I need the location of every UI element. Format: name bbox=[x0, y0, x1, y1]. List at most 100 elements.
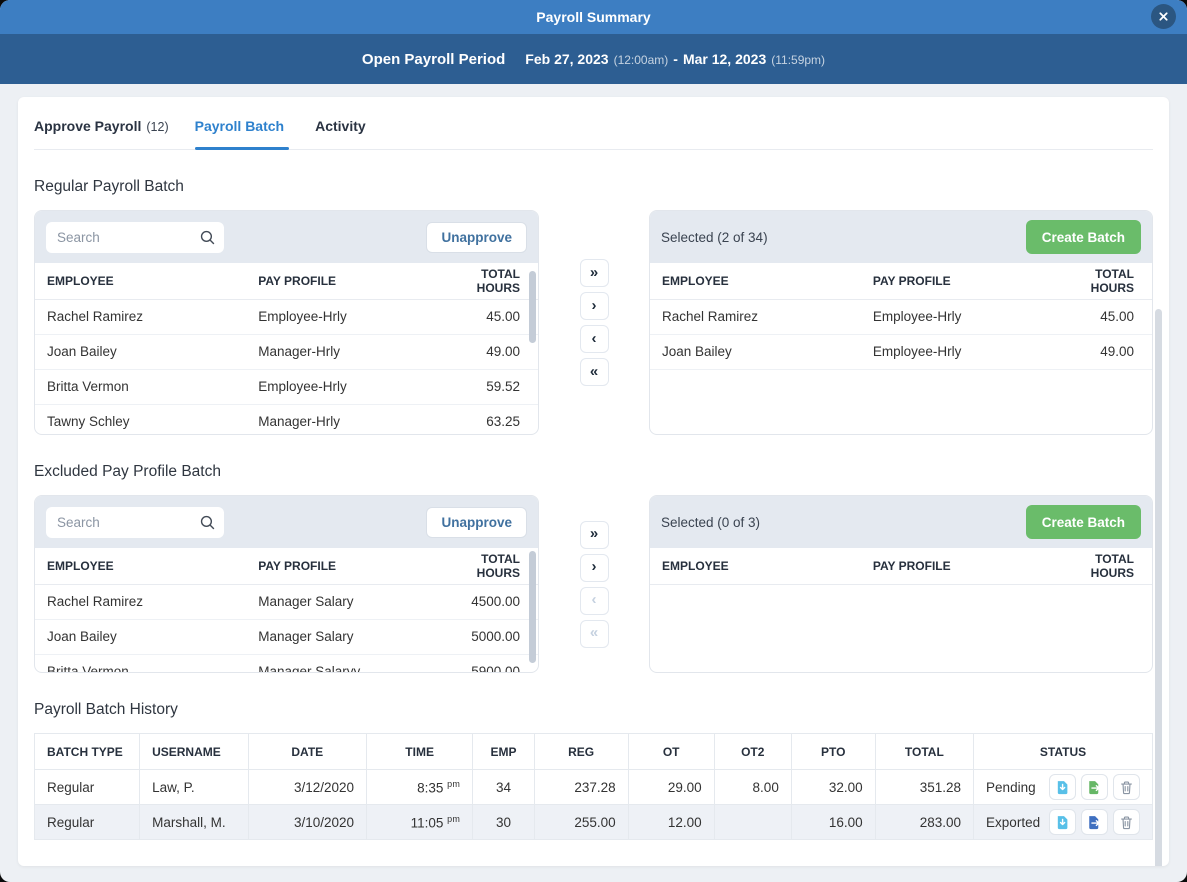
table-row[interactable]: Britta Vermon Employee-Hrly 59.52 bbox=[35, 369, 538, 404]
table-row[interactable]: Rachel Ramirez Employee-Hrly 45.00 bbox=[35, 299, 538, 334]
panel-toolbar: Selected (2 of 34) Create Batch bbox=[650, 211, 1152, 263]
column-header-ot: OT bbox=[628, 734, 714, 770]
table-row[interactable]: Joan Bailey Manager Salary 5000.00 bbox=[35, 619, 538, 654]
unapprove-button[interactable]: Unapprove bbox=[426, 507, 527, 538]
column-header-employee: EMPLOYEE bbox=[650, 263, 861, 299]
export-file-button[interactable] bbox=[1081, 809, 1108, 835]
scrollbar-thumb[interactable] bbox=[529, 271, 536, 343]
ot-hours-cell: 29.00 bbox=[628, 770, 714, 805]
tab-approve-payroll[interactable]: Approve Payroll (12) bbox=[34, 118, 169, 149]
table-row[interactable]: Tawny Schley Manager-Hrly 63.25 bbox=[35, 404, 538, 435]
tab-label: Activity bbox=[315, 118, 366, 134]
search-input[interactable] bbox=[46, 507, 224, 538]
regular-available-panel: Unapprove EMPLOYEE PAY PROFILE TOTAL HOU… bbox=[34, 210, 539, 435]
scrollbar-thumb[interactable] bbox=[529, 551, 536, 663]
column-header-employee: EMPLOYEE bbox=[35, 263, 246, 299]
table-row[interactable]: Rachel Ramirez Employee-Hrly 45.00 bbox=[650, 299, 1152, 334]
export-file-icon bbox=[1087, 815, 1102, 830]
employee-cell: Joan Bailey bbox=[35, 619, 246, 654]
create-batch-button[interactable]: Create Batch bbox=[1026, 220, 1141, 254]
close-button[interactable] bbox=[1151, 4, 1176, 29]
employee-cell: Rachel Ramirez bbox=[35, 584, 246, 619]
create-batch-button[interactable]: Create Batch bbox=[1026, 505, 1141, 539]
column-header-pay-profile: PAY PROFILE bbox=[246, 263, 427, 299]
column-header-pto: PTO bbox=[791, 734, 875, 770]
column-header-emp: EMP bbox=[473, 734, 534, 770]
batch-type-cell: Regular bbox=[35, 805, 140, 840]
search-input[interactable] bbox=[46, 222, 224, 253]
tab-activity[interactable]: Activity bbox=[315, 118, 371, 149]
pay-profile-cell: Manager-Hrly bbox=[246, 334, 427, 369]
column-header-pay-profile: PAY PROFILE bbox=[246, 548, 427, 584]
history-row: Regular Marshall, M. 3/10/2020 11:05 pm … bbox=[35, 805, 1153, 840]
regular-batch-section: Unapprove EMPLOYEE PAY PROFILE TOTAL HOU… bbox=[34, 210, 1153, 435]
column-header-time: TIME bbox=[367, 734, 473, 770]
employee-cell: Joan Bailey bbox=[650, 334, 861, 369]
download-file-button[interactable] bbox=[1049, 774, 1076, 800]
period-separator: - bbox=[673, 51, 678, 67]
column-header-status: STATUS bbox=[974, 734, 1153, 770]
chevron-icon: » bbox=[590, 526, 598, 541]
column-header-pay-profile: PAY PROFILE bbox=[861, 263, 1042, 299]
pto-hours-cell: 32.00 bbox=[791, 770, 875, 805]
total-hours-cell: 63.25 bbox=[427, 404, 538, 435]
column-header-employee: EMPLOYEE bbox=[35, 548, 246, 584]
export-file-button[interactable] bbox=[1081, 774, 1108, 800]
column-header-total-hours: TOTAL HOURS bbox=[1042, 263, 1152, 299]
date-cell: 3/10/2020 bbox=[248, 805, 367, 840]
period-range: Feb 27, 2023 (12:00am) - Mar 12, 2023 (1… bbox=[525, 51, 825, 67]
tab-payroll-batch[interactable]: Payroll Batch bbox=[195, 118, 289, 149]
trash-button[interactable] bbox=[1113, 774, 1140, 800]
table-row[interactable]: Rachel Ramirez Manager Salary 4500.00 bbox=[35, 584, 538, 619]
period-end-date: Mar 12, 2023 bbox=[683, 51, 766, 67]
download-file-button[interactable] bbox=[1049, 809, 1076, 835]
column-header-total-hours: TOTAL HOURS bbox=[427, 548, 538, 584]
chevron-icon: « bbox=[590, 625, 598, 640]
move-right-button[interactable]: › bbox=[580, 292, 609, 320]
move-all-left-button[interactable]: « bbox=[580, 358, 609, 386]
section-title-history: Payroll Batch History bbox=[34, 701, 1153, 719]
total-hours-cell: 59.52 bbox=[427, 369, 538, 404]
row-actions bbox=[1049, 809, 1140, 835]
move-left-button[interactable]: ‹ bbox=[580, 325, 609, 353]
period-bar: Open Payroll Period Feb 27, 2023 (12:00a… bbox=[0, 34, 1187, 84]
table-row[interactable]: Joan Bailey Employee-Hrly 49.00 bbox=[650, 334, 1152, 369]
close-icon bbox=[1158, 11, 1169, 22]
download-file-icon bbox=[1055, 780, 1070, 795]
total-hours-cell: 5900.00 bbox=[427, 654, 538, 673]
employee-cell: Joan Bailey bbox=[35, 334, 246, 369]
period-end-time: (11:59pm) bbox=[771, 53, 825, 67]
transfer-controls: » › ‹ « bbox=[539, 495, 649, 673]
scrollbar-thumb[interactable] bbox=[1155, 309, 1162, 866]
status-label: Pending bbox=[986, 780, 1036, 795]
move-all-right-button[interactable]: » bbox=[580, 259, 609, 287]
total-hours-cell: 283.00 bbox=[875, 805, 973, 840]
trash-button[interactable] bbox=[1113, 809, 1140, 835]
table-row[interactable]: Britta Vermon Manager Salaryy 5900.00 bbox=[35, 654, 538, 673]
panel-toolbar: Unapprove bbox=[35, 496, 538, 548]
meridiem-label: pm bbox=[447, 779, 460, 789]
page-title: Payroll Summary bbox=[536, 9, 650, 25]
panel-toolbar: Selected (0 of 3) Create Batch bbox=[650, 496, 1152, 548]
move-right-button[interactable]: › bbox=[580, 554, 609, 582]
ot-hours-cell: 12.00 bbox=[628, 805, 714, 840]
move-all-right-button[interactable]: » bbox=[580, 521, 609, 549]
emp-count-cell: 34 bbox=[473, 770, 534, 805]
emp-count-cell: 30 bbox=[473, 805, 534, 840]
panel-toolbar: Unapprove bbox=[35, 211, 538, 263]
reg-hours-cell: 255.00 bbox=[534, 805, 628, 840]
ot2-hours-cell bbox=[714, 805, 791, 840]
meridiem-label: pm bbox=[447, 814, 460, 824]
column-header-ot2: OT2 bbox=[714, 734, 791, 770]
transfer-controls: » › ‹ « bbox=[539, 210, 649, 435]
chevron-icon: ‹ bbox=[592, 331, 597, 346]
chevron-icon: « bbox=[590, 364, 598, 379]
table-row[interactable]: Joan Bailey Manager-Hrly 49.00 bbox=[35, 334, 538, 369]
reg-hours-cell: 237.28 bbox=[534, 770, 628, 805]
date-cell: 3/12/2020 bbox=[248, 770, 367, 805]
excluded-batch-section: Unapprove EMPLOYEE PAY PROFILE TOTAL HOU… bbox=[34, 495, 1153, 673]
batch-type-cell: Regular bbox=[35, 770, 140, 805]
trash-icon bbox=[1119, 815, 1134, 830]
unapprove-button[interactable]: Unapprove bbox=[426, 222, 527, 253]
total-hours-cell: 4500.00 bbox=[427, 584, 538, 619]
